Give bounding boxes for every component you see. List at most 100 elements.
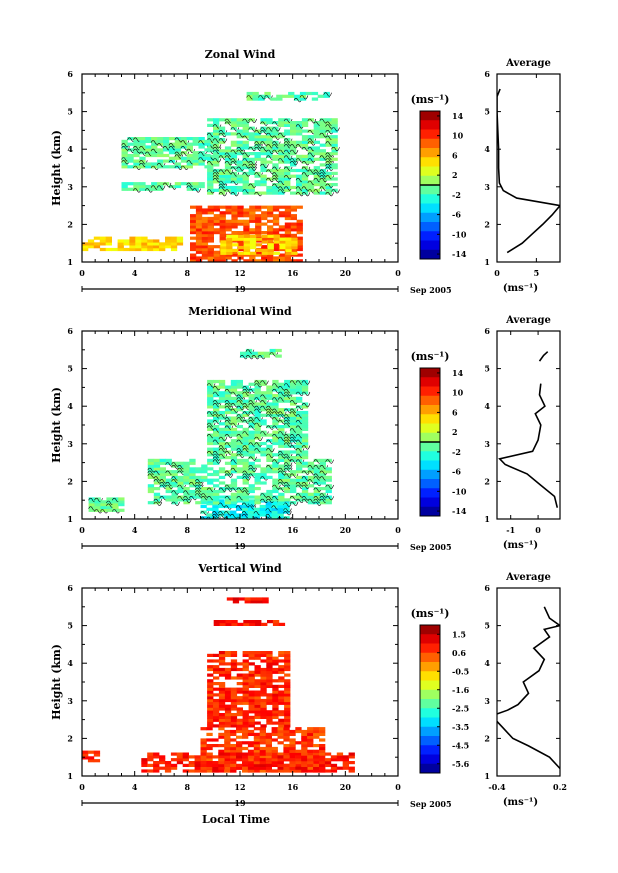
- heatmap-cell: [272, 394, 279, 398]
- heatmap-cell: [260, 408, 267, 412]
- heatmap-cell: [236, 174, 243, 178]
- x-tick-label: 8: [185, 268, 191, 278]
- heatmap-cell: [319, 769, 326, 773]
- heatmap-cell: [250, 597, 257, 601]
- colorbar-tick-label: -2: [452, 190, 461, 200]
- heatmap-cell: [230, 416, 238, 420]
- heatmap-cell: [218, 470, 226, 474]
- heatmap-cell: [260, 724, 267, 728]
- heatmap-cell: [313, 727, 320, 731]
- heatmap-cell: [194, 769, 201, 773]
- heatmap-cell: [290, 489, 297, 494]
- heatmap-cell: [273, 251, 280, 255]
- zero-contour: [272, 459, 281, 464]
- heatmap-cell: [200, 741, 207, 745]
- zero-contour: [212, 386, 222, 391]
- heatmap-cell: [283, 732, 290, 736]
- zero-contour: [248, 161, 257, 166]
- heatmap-cell: [272, 219, 280, 223]
- heatmap-cell: [331, 149, 338, 153]
- heatmap-cell: [278, 721, 285, 725]
- heatmap-cell: [289, 732, 296, 736]
- heatmap-cell: [247, 729, 255, 734]
- heatmap-cell: [177, 487, 184, 491]
- heatmap-cell: [242, 439, 249, 443]
- colorbar-swatch: [420, 763, 440, 774]
- heatmap-cell: [213, 259, 220, 262]
- heatmap-cell: [272, 231, 280, 235]
- heatmap-cell: [307, 752, 314, 756]
- heatmap-cell: [189, 461, 196, 465]
- heatmap-cell: [325, 489, 332, 494]
- heatmap-cell: [198, 182, 205, 186]
- heatmap-cell: [225, 253, 232, 257]
- heatmap-cell: [230, 140, 238, 144]
- heatmap-cell: [93, 245, 101, 249]
- heatmap-cell: [195, 256, 203, 260]
- heatmap-cell: [261, 245, 268, 249]
- heatmap-cell: [201, 233, 209, 237]
- heatmap-cell: [272, 478, 279, 482]
- heatmap-cell: [242, 433, 249, 437]
- heatmap-cell: [284, 450, 291, 454]
- heatmap-cell: [230, 761, 237, 765]
- heatmap-cell: [189, 458, 196, 462]
- heatmap-cell: [278, 501, 285, 505]
- heatmap-cell: [236, 707, 243, 711]
- heatmap-cell: [259, 755, 266, 759]
- heatmap-cell: [236, 470, 243, 474]
- heatmap-cell: [319, 143, 326, 147]
- heatmap-cell: [218, 682, 226, 686]
- heatmap-cell: [207, 253, 214, 257]
- heatmap-cell: [195, 247, 203, 252]
- heatmap-cell: [243, 622, 250, 626]
- heatmap-cell: [266, 129, 273, 133]
- heatmap-cell: [278, 135, 285, 139]
- heatmap-cell: [261, 259, 268, 262]
- heatmap-cell: [112, 505, 119, 509]
- colorbar-swatch: [420, 423, 440, 434]
- heatmap-cell: [212, 763, 219, 767]
- heatmap-cell: [242, 507, 249, 511]
- heatmap-cell: [242, 191, 249, 195]
- heatmap-cell: [267, 236, 274, 240]
- heatmap-cell: [266, 444, 273, 448]
- heatmap-cell: [260, 419, 267, 423]
- heatmap-cell: [278, 679, 285, 683]
- heatmap-cell: [253, 744, 261, 748]
- heatmap-cell: [236, 698, 243, 703]
- heatmap-cell: [236, 766, 243, 770]
- heatmap-cell: [220, 246, 227, 250]
- heatmap-cell: [289, 755, 296, 759]
- zero-contour: [242, 411, 251, 416]
- zero-contour: [283, 175, 293, 180]
- heatmap-cell: [254, 444, 261, 448]
- average-y-tick-label: 2: [484, 476, 490, 486]
- heatmap-cell: [157, 165, 164, 169]
- heatmap-cell: [224, 396, 232, 400]
- heatmap-cell: [284, 659, 291, 663]
- heatmap-cell: [267, 248, 274, 252]
- heatmap-cell: [177, 481, 184, 485]
- heatmap-cell: [271, 513, 278, 517]
- heatmap-cell: [165, 472, 172, 477]
- heatmap-cell: [195, 467, 202, 471]
- colorbar-swatch: [420, 166, 440, 177]
- heatmap-cell: [190, 231, 197, 235]
- heatmap-cell: [249, 211, 256, 215]
- heatmap-cell: [100, 500, 107, 504]
- heatmap-cell: [207, 177, 214, 181]
- zero-contour: [174, 151, 184, 156]
- heatmap-cell: [313, 129, 320, 133]
- average-profile-line: [538, 351, 549, 362]
- heatmap-cell: [255, 216, 262, 221]
- heatmap-cell: [176, 755, 184, 759]
- colorbar-tick-label: -0.5: [452, 666, 469, 676]
- heatmap-cell: [265, 744, 272, 748]
- zero-contour: [245, 355, 255, 360]
- heatmap-cell: [265, 766, 272, 770]
- zero-contour: [224, 434, 234, 439]
- heatmap-cell: [319, 458, 326, 462]
- heatmap-cell: [195, 211, 203, 215]
